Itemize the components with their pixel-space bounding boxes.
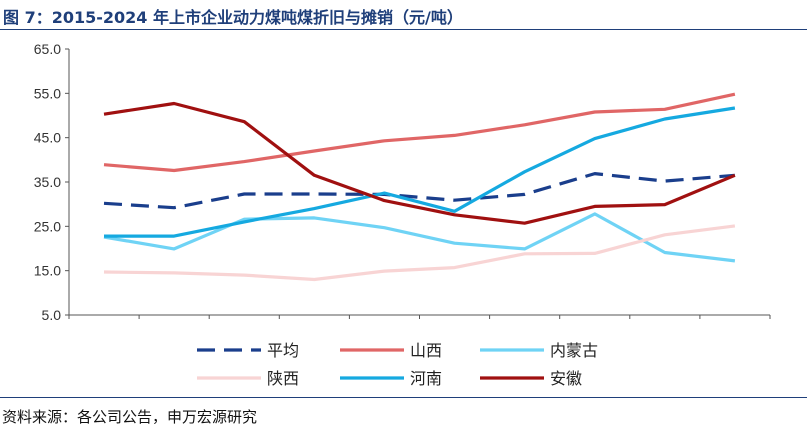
y-tick-label: 5.0 [42,307,62,323]
title-bar: 图 7：2015-2024 年上市企业动力煤吨煤折旧与摊销（元/吨） [0,0,807,30]
chart-title: 图 7：2015-2024 年上市企业动力煤吨煤折旧与摊销（元/吨） [3,8,463,27]
series-line-陕西 [103,224,736,282]
series-line-内蒙古 [103,212,736,263]
legend-label-河南: 河南 [410,369,442,388]
series-line-河南 [104,106,736,238]
y-tick-label: 45.0 [34,130,61,146]
title-divider [0,29,807,30]
legend-label-山西: 山西 [410,341,442,360]
source-note: 资料来源：各公司公告，申万宏源研究 [2,408,258,426]
series-line-平均 [103,172,736,210]
legend-label-内蒙古: 内蒙古 [550,341,598,360]
legend-label-平均: 平均 [267,341,299,360]
y-tick-label: 25.0 [34,218,61,234]
y-tick-label: 35.0 [34,174,61,190]
legend-label-陕西: 陕西 [267,369,299,388]
source-divider [0,397,807,398]
series-line-山西 [103,92,736,173]
y-tick-label: 55.0 [34,85,61,101]
series-line-安徽 [103,101,736,225]
y-tick-label: 15.0 [34,263,61,279]
legend-label-安徽: 安徽 [550,369,582,388]
y-tick-label: 65.0 [34,41,61,57]
